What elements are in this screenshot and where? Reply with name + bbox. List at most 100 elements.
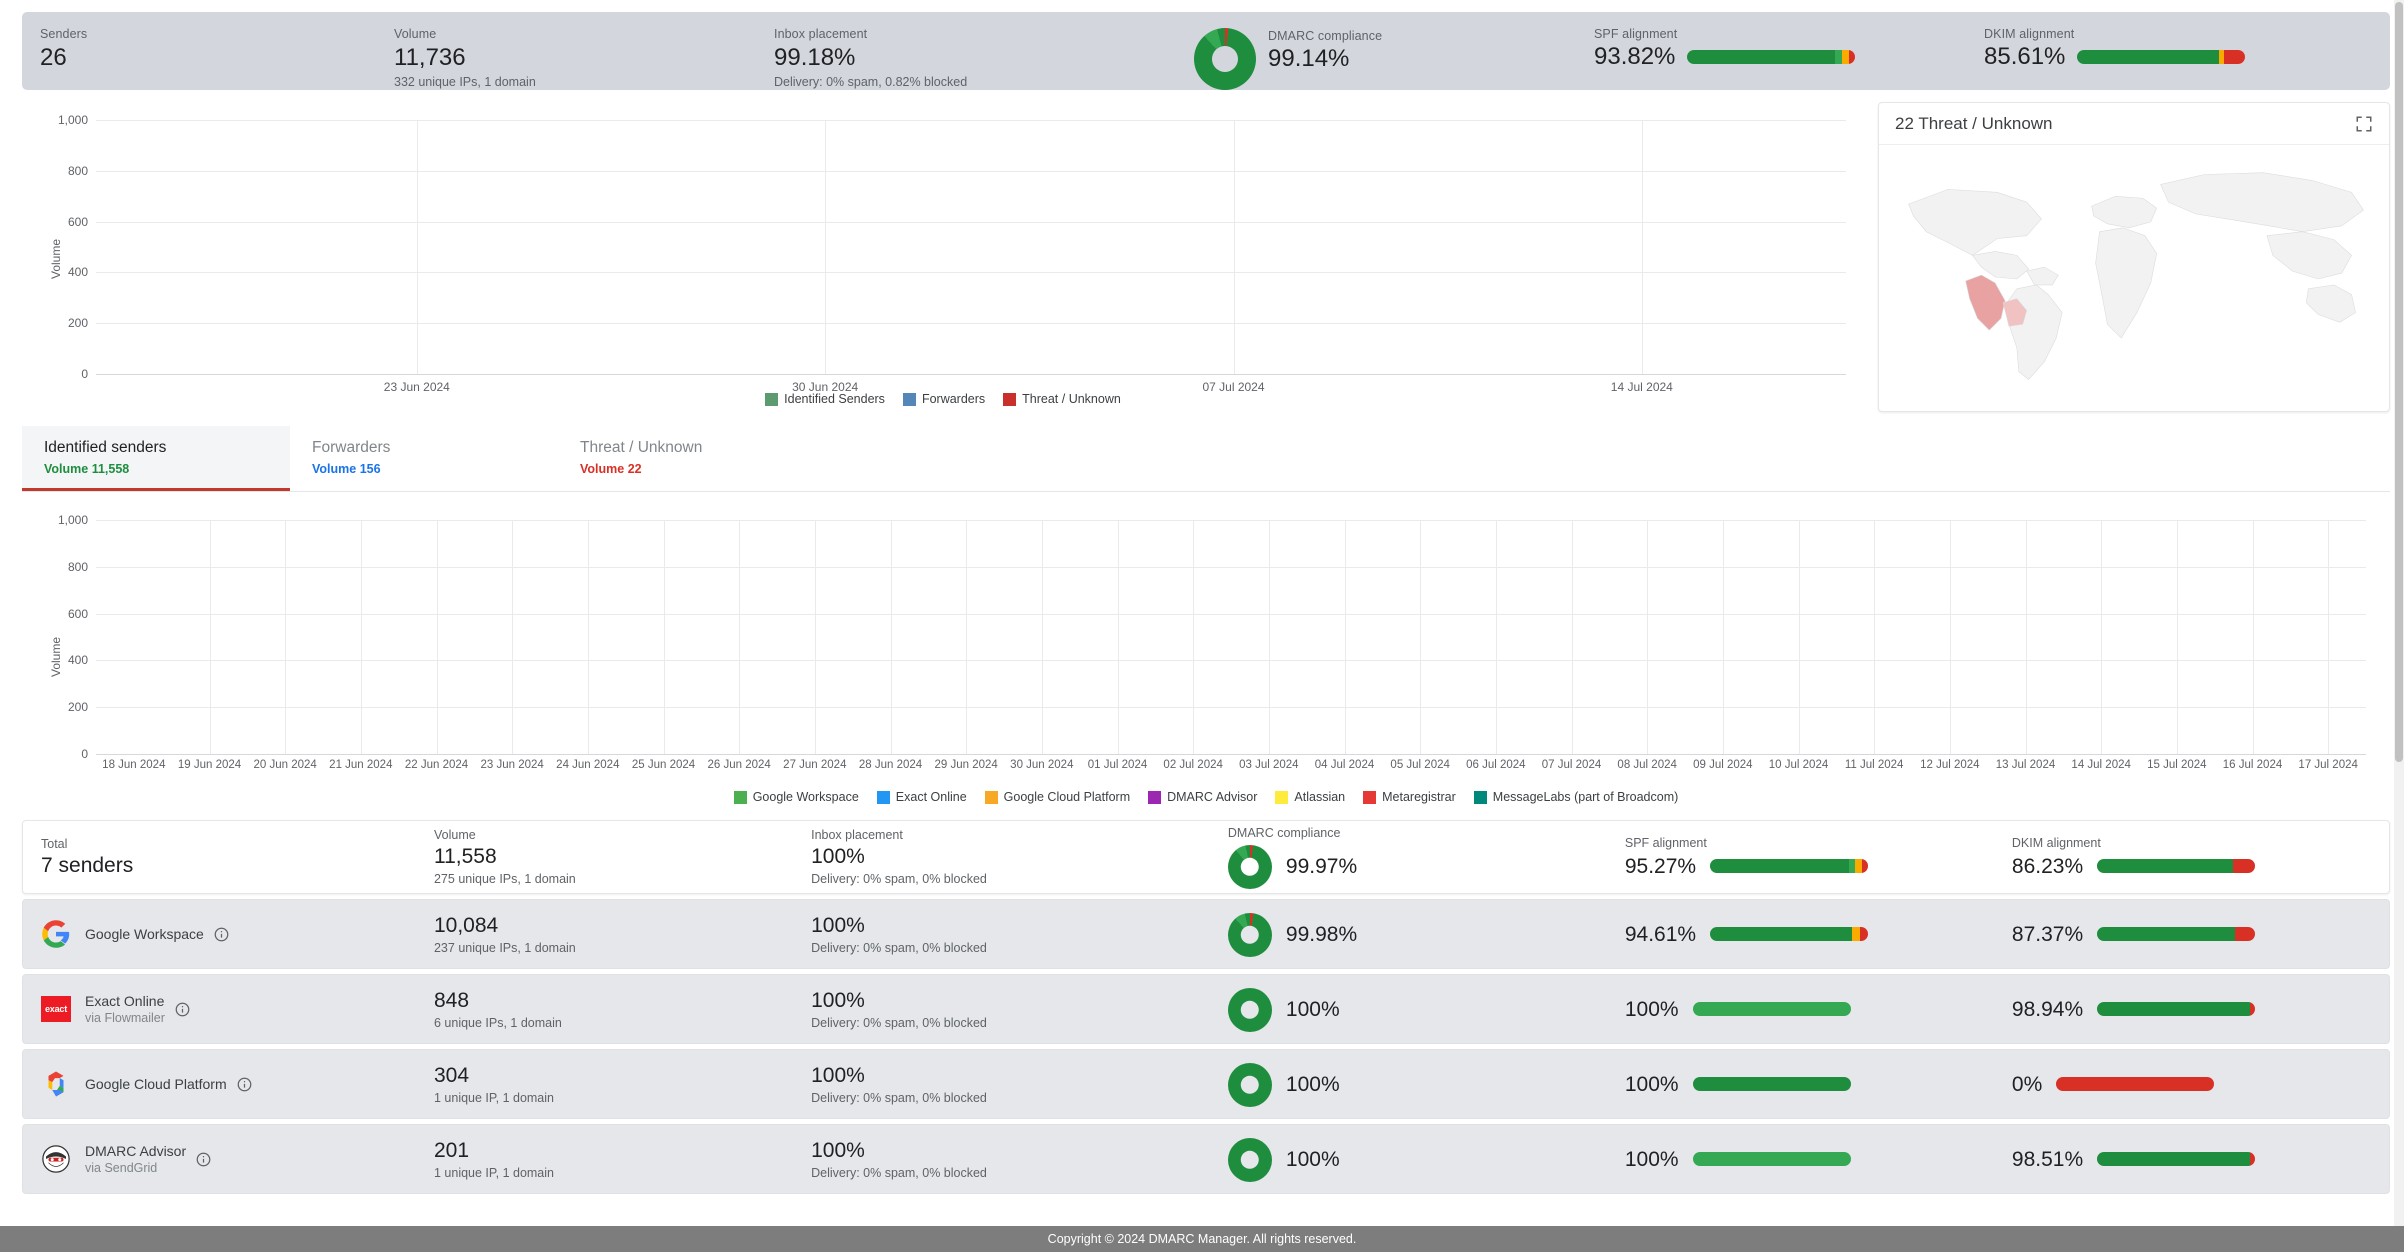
bar-column[interactable] xyxy=(1912,520,1988,754)
bar-column[interactable] xyxy=(1379,120,1437,374)
tab-identified-senders[interactable]: Identified senders Volume 11,558 xyxy=(22,426,290,491)
bar-column[interactable] xyxy=(1685,520,1761,754)
tab-threat-unknown[interactable]: Threat / Unknown Volume 22 xyxy=(558,426,826,491)
sender-inbox-cell: 100% Delivery: 0% spam, 0% blocked xyxy=(811,1137,1228,1181)
bar-column[interactable] xyxy=(1613,120,1671,374)
bar-column[interactable] xyxy=(1836,520,1912,754)
vertical-scrollbar[interactable] xyxy=(2394,0,2404,1226)
bar-column[interactable] xyxy=(1155,520,1231,754)
bar-column[interactable] xyxy=(1321,120,1379,374)
y-axis-tick: 800 xyxy=(67,163,88,178)
bar-column[interactable] xyxy=(701,520,777,754)
info-icon[interactable] xyxy=(237,1077,252,1092)
bar-column[interactable] xyxy=(1029,120,1087,374)
legend-item[interactable]: Google Workspace xyxy=(733,790,859,804)
bar-column[interactable] xyxy=(2290,520,2366,754)
bar-column[interactable] xyxy=(928,520,1004,754)
bar-column[interactable] xyxy=(563,120,621,374)
overview-volume-chart-card: Volume 0 200 400 600 800 1,000 23 Jun 2024 30 J… xyxy=(22,102,1864,412)
table-row[interactable]: exact Exact Online via Flowmailer 848 6 uniq… xyxy=(22,974,2390,1044)
bar-column[interactable] xyxy=(913,120,971,374)
sender-dkim-cell: 98.51% xyxy=(2012,1146,2389,1173)
sender-via: via SendGrid xyxy=(85,1161,158,1175)
info-icon[interactable] xyxy=(214,927,229,942)
vertical-gridline xyxy=(1874,520,1876,754)
tab-forwarders[interactable]: Forwarders Volume 156 xyxy=(290,426,558,491)
bar-column[interactable] xyxy=(1088,120,1146,374)
info-icon[interactable] xyxy=(175,1002,190,1017)
bar-column[interactable] xyxy=(796,120,854,374)
bar-column[interactable] xyxy=(1788,120,1846,374)
bar-column[interactable] xyxy=(1496,120,1554,374)
bar-column[interactable] xyxy=(154,120,212,374)
legend-item[interactable]: MessageLabs (part of Broadcom) xyxy=(1473,790,1678,804)
bar-column[interactable] xyxy=(172,520,248,754)
legend-item[interactable]: Exact Online xyxy=(876,790,967,804)
bar-column[interactable] xyxy=(1609,520,1685,754)
bar-column[interactable] xyxy=(738,120,796,374)
x-axis-tick: 07 Jul 2024 xyxy=(1202,380,1265,394)
bar-column[interactable] xyxy=(2215,520,2291,754)
legend-item[interactable]: Identified Senders xyxy=(765,392,885,406)
bar-column[interactable] xyxy=(399,520,475,754)
expand-icon[interactable] xyxy=(2355,115,2373,133)
bar-column[interactable] xyxy=(679,120,737,374)
bar-column[interactable] xyxy=(1146,120,1204,374)
bar-column[interactable] xyxy=(1761,520,1837,754)
inbox-label: Inbox placement xyxy=(774,27,868,41)
bar-column[interactable] xyxy=(1438,120,1496,374)
overview-chart-plot: 0 200 400 600 800 1,000 23 Jun 2024 30 Jun 2024… xyxy=(58,113,1846,394)
bar-column[interactable] xyxy=(213,120,271,374)
bar-column[interactable] xyxy=(971,120,1029,374)
bar-column[interactable] xyxy=(1554,120,1612,374)
sender-dkim-value: 98.51% xyxy=(2011,1147,2084,1171)
table-row[interactable]: Google Workspace 10,084 237 unique IPs, 1 … xyxy=(22,899,2390,969)
legend-item[interactable]: Atlassian xyxy=(1275,790,1345,804)
bar-column[interactable] xyxy=(1534,520,1610,754)
legend-item[interactable]: Google Cloud Platform xyxy=(984,790,1130,804)
bar-column[interactable] xyxy=(1729,120,1787,374)
sender-dmarc-donut xyxy=(1227,988,1272,1032)
legend-item[interactable]: Metaregistrar xyxy=(1363,790,1456,804)
table-row[interactable]: Google Cloud Platform 304 1 unique IP, 1 d… xyxy=(22,1049,2390,1119)
bar-column[interactable] xyxy=(853,520,929,754)
table-row[interactable]: DMARC Advisor via SendGrid 201 1 unique IP,… xyxy=(22,1124,2390,1194)
bar-column[interactable] xyxy=(446,120,504,374)
legend-item[interactable]: DMARC Advisor xyxy=(1148,790,1257,804)
bar-column[interactable] xyxy=(1004,520,1080,754)
exact-online-logo: exact xyxy=(41,996,71,1022)
bar-column[interactable] xyxy=(504,120,562,374)
bar-column[interactable] xyxy=(247,520,323,754)
bar-column[interactable] xyxy=(329,120,387,374)
bar-column[interactable] xyxy=(854,120,912,374)
bar-column[interactable] xyxy=(96,520,172,754)
bar-column[interactable] xyxy=(271,120,329,374)
y-axis-tick: 400 xyxy=(67,265,88,280)
bar-column[interactable] xyxy=(550,520,626,754)
world-map[interactable] xyxy=(1879,145,2389,411)
bar-column[interactable] xyxy=(1263,120,1321,374)
bar-column[interactable] xyxy=(1307,520,1383,754)
bar-column[interactable] xyxy=(1671,120,1729,374)
bar-column[interactable] xyxy=(388,120,446,374)
bar-column[interactable] xyxy=(2139,520,2215,754)
bar-column[interactable] xyxy=(474,520,550,754)
scrollbar-thumb[interactable] xyxy=(2395,2,2403,762)
bar-column[interactable] xyxy=(1382,520,1458,754)
legend-item[interactable]: Forwarders xyxy=(902,392,985,406)
bar-column[interactable] xyxy=(777,520,853,754)
info-icon[interactable] xyxy=(196,1152,211,1167)
sender-spf-value: 100% xyxy=(1624,1147,1679,1171)
bar-column[interactable] xyxy=(1231,520,1307,754)
bar-column[interactable] xyxy=(1080,520,1156,754)
bar-column[interactable] xyxy=(1458,520,1534,754)
bar-column[interactable] xyxy=(621,120,679,374)
bar-column[interactable] xyxy=(96,120,154,374)
bar-column[interactable] xyxy=(323,520,399,754)
bar-column[interactable] xyxy=(2063,520,2139,754)
legend-item[interactable]: Threat / Unknown xyxy=(1003,392,1121,406)
bar-column[interactable] xyxy=(1988,520,2064,754)
bar-column[interactable] xyxy=(626,520,702,754)
bar-column[interactable] xyxy=(1204,120,1262,374)
total-spf-bar xyxy=(1710,859,1869,873)
